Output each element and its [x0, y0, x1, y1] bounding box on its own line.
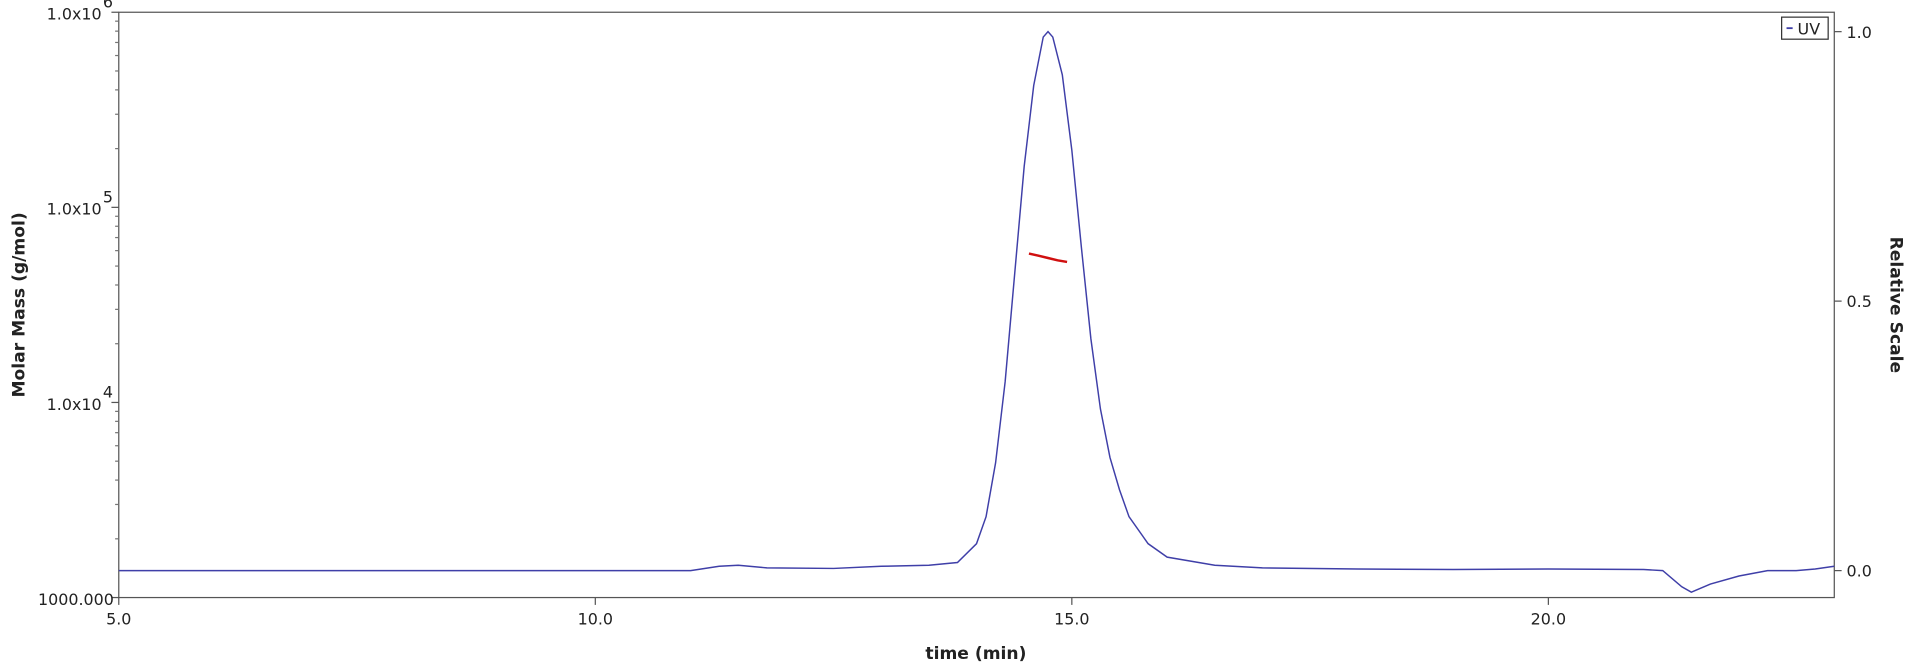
y-tick-label: 1000.000: [38, 590, 114, 609]
x-axis-title: time (min): [925, 644, 1026, 664]
series-line: [118, 30, 1835, 593]
y-tick-exponent: 4: [103, 383, 113, 402]
y-tick-exponent: 5: [103, 187, 113, 206]
y-tick-label-base: 1.0x10: [47, 200, 102, 219]
plot-frame: [118, 11, 1835, 599]
y-tick-label-base: 1.0x10: [47, 395, 102, 414]
y2-tick-label: 0.5: [1847, 292, 1872, 311]
y-tick-label: 1.0x10: [47, 395, 102, 414]
series-line: [1028, 252, 1068, 264]
x-tick-label: 5.0: [106, 609, 131, 628]
y2-tick-label: 1.0: [1847, 23, 1872, 42]
legend-box: [1781, 16, 1829, 40]
y-tick-label: 1.0x10: [47, 200, 102, 219]
y-tick-exponent: 6: [103, 0, 113, 11]
y-tick-label-base: 1000.000: [38, 590, 114, 609]
y2-axis-title: Relative Scale: [1886, 237, 1906, 374]
y2-tick-label: 0.0: [1847, 562, 1872, 581]
y-axis-title: Molar Mass (g/mol): [9, 212, 29, 397]
y-tick-label: 1.0x10: [47, 5, 102, 24]
x-tick-label: 20.0: [1531, 609, 1566, 628]
y-tick-label-base: 1.0x10: [47, 5, 102, 24]
x-tick-label: 15.0: [1054, 609, 1089, 628]
legend-label: UV: [1798, 19, 1821, 38]
x-tick-label: 10.0: [578, 609, 613, 628]
